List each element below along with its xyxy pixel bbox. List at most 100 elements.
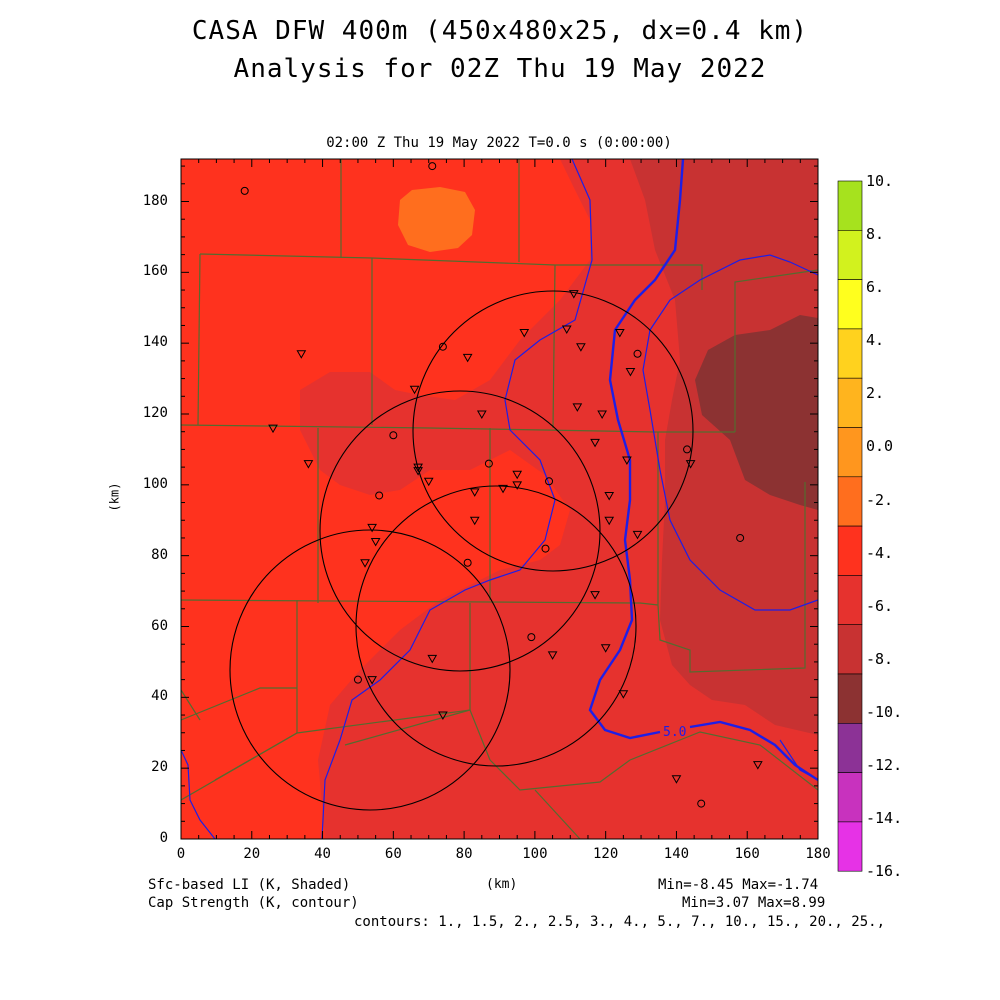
station-circle	[389, 431, 398, 440]
station-triangle	[752, 761, 763, 770]
colorbar-swatch	[837, 575, 863, 626]
station-triangle	[413, 467, 423, 476]
field-patch-small	[532, 722, 556, 736]
station-triangle	[367, 676, 377, 685]
station-triangle	[370, 538, 381, 547]
map-subtitle: 02:00 Z Thu 19 May 2022 T=0.0 s (0:00:00…	[326, 135, 672, 151]
y-tick-label: 120	[142, 405, 168, 421]
x-tick-label: 100	[522, 846, 548, 862]
radar-ring-ne	[412, 290, 694, 572]
colorbar-swatch	[837, 427, 863, 478]
station-triangle	[367, 523, 377, 533]
station-triangle	[590, 591, 600, 600]
field-level-minus6	[630, 159, 818, 735]
x-tick-label: 160	[734, 846, 760, 862]
colorbar-label: 8.	[866, 225, 885, 244]
y-tick-label: 80	[151, 546, 168, 563]
colorbar-label: -16.	[866, 862, 903, 881]
station-triangle	[632, 530, 643, 540]
radar-rings	[229, 290, 694, 811]
y-tick-label: 160	[142, 263, 168, 280]
y-tick-label: 180	[142, 192, 168, 209]
y-tick-label: 140	[142, 334, 168, 351]
footer-contour-label: Cap Strength (K, contour)	[148, 895, 359, 911]
y-tick-label: 0	[159, 830, 168, 846]
station-triangle	[614, 329, 625, 338]
colorbar-swatch	[837, 180, 863, 231]
county-lines	[181, 159, 818, 839]
station-circle	[428, 162, 437, 171]
station-circle	[438, 342, 447, 351]
station-circle	[697, 799, 706, 808]
colorbar-swatch	[837, 722, 863, 773]
colorbar-swatch	[837, 821, 863, 872]
station-triangle	[469, 516, 480, 526]
colorbar-swatch	[837, 476, 863, 527]
axis-tick-marks	[180, 159, 819, 840]
station-triangle	[427, 654, 438, 664]
colorbar-label: -14.	[866, 809, 903, 828]
station-triangle	[576, 343, 586, 352]
station-circle	[633, 349, 642, 358]
colorbar-swatch	[837, 772, 863, 823]
station-triangle	[604, 491, 615, 501]
radar-ring-center	[319, 390, 601, 672]
x-tick-label: 120	[593, 846, 619, 862]
station-triangle	[685, 460, 696, 469]
shaded-field: 5.0	[181, 159, 818, 839]
colorbar-swatch	[837, 673, 863, 724]
station-triangle	[512, 470, 523, 480]
field-level-minus2-blob	[398, 187, 475, 252]
radar-ring-se	[355, 485, 637, 767]
station-triangle	[296, 350, 307, 359]
station-triangle	[423, 477, 434, 487]
station-triangle	[604, 516, 615, 526]
station-triangle	[625, 368, 636, 377]
colorbar-swatch	[837, 328, 863, 379]
station-circle	[541, 544, 550, 553]
station-triangle	[360, 559, 370, 568]
station-triangle	[568, 290, 579, 299]
colorbar-swatch	[837, 279, 863, 330]
radar-ring-sw	[229, 529, 511, 811]
x-tick-label: 140	[663, 846, 690, 862]
footer-contour-levels: contours: 1., 1.5, 2., 2.5, 3., 4., 5., …	[354, 914, 886, 930]
x-tick-label: 60	[384, 846, 402, 862]
station-triangle	[547, 651, 558, 660]
station-triangle	[519, 329, 530, 338]
colorbar-swatch	[837, 525, 863, 576]
colorbar-label: -12.	[866, 756, 903, 774]
colorbar-swatch	[837, 377, 863, 428]
colorbar-label: -4.	[866, 543, 894, 562]
x-axis-label: (km)	[486, 877, 518, 892]
station-circle	[527, 633, 536, 642]
colorbar-label: 2.	[866, 384, 885, 403]
contour-label: 5.0	[663, 725, 686, 740]
map-title-line2: Analysis for 02Z Thu 19 May 2022	[233, 54, 767, 84]
footer-shaded-label: Sfc-based LI (K, Shaded)	[148, 877, 351, 893]
cap-contour-5	[588, 159, 818, 782]
station-triangle	[622, 456, 632, 466]
colorbar-label: -8.	[866, 649, 894, 668]
station-circle	[683, 445, 692, 454]
colorbar-swatch	[837, 230, 863, 280]
x-tick-label: 80	[455, 846, 473, 862]
station-circle	[484, 459, 493, 468]
colorbar-label: 10.	[866, 172, 894, 190]
colorbar-label: 0.0	[866, 437, 894, 456]
station-triangle	[671, 775, 682, 784]
y-tick-label: 60	[151, 617, 168, 634]
station-circle	[353, 675, 362, 684]
y-tick-label: 20	[151, 759, 168, 776]
colorbar-label: -10.	[866, 702, 903, 721]
colorbar-label: 6.	[866, 278, 885, 297]
station-triangle	[597, 410, 607, 420]
y-tick-label: 100	[142, 475, 168, 492]
station-triangle	[618, 690, 629, 699]
colorbar-label: -2.	[866, 490, 894, 509]
station-triangle	[600, 644, 611, 653]
station-circle	[736, 533, 745, 542]
colorbar-swatch	[837, 624, 863, 675]
map-title-line1: CASA DFW 400m (450x480x25, dx=0.4 km)	[191, 16, 809, 46]
